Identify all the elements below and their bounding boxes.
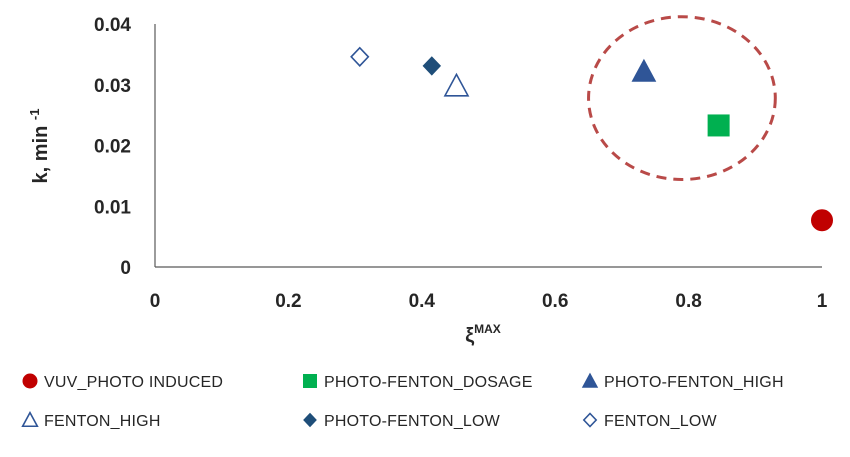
x-tick-label: 0 [150,291,161,312]
legend-label: PHOTO-FENTON_LOW [324,413,501,430]
legend-marker-fenton-low [582,412,598,428]
x-tick-label: 0.2 [275,291,301,312]
data-point-fenton-low [350,46,370,67]
legend-label: PHOTO-FENTON_DOSAGE [324,374,533,391]
legend-label: FENTON_LOW [604,413,718,430]
x-tick-label: 0.6 [542,291,568,312]
legend-item-photo-fenton-high: PHOTO-FENTON_HIGH [581,372,784,391]
highlight-ellipse [587,15,777,182]
legend-item-fenton-high: FENTON_HIGH [21,410,161,430]
y-axis-title-text: k, min -1 [27,109,52,184]
data-point-photo-fenton-high [631,58,657,82]
legend-item-vuv-photo-induced: VUV_PHOTO INDUCED [22,373,223,391]
y-tick-label: 0.03 [94,76,131,97]
x-tick-label: 1 [817,291,828,312]
legend-item-fenton-low: FENTON_LOW [582,412,718,430]
y-tick-label: 0.01 [94,197,131,218]
y-axis-title: k, min -1 [27,109,52,184]
legend-item-photo-fenton-low: PHOTO-FENTON_LOW [303,412,501,430]
data-point-fenton-high [443,72,470,97]
plot-area: 0 0.01 0.02 0.03 0.04 0 0.2 0.4 0.6 0.8 1 [94,15,833,312]
legend-marker-photo-fenton-high [581,372,599,388]
legend-marker-fenton-high [21,410,39,428]
data-point-photo-fenton-low [422,56,442,76]
x-tick-label: 0.4 [409,291,436,312]
y-tick-label: 0.02 [94,137,131,158]
y-tick-label: 0 [120,258,131,279]
x-axis-title-text: ξMAX [465,322,501,347]
legend-marker-photo-fenton-dosage [303,374,317,388]
data-point-photo-fenton-dosage [707,114,730,137]
legend-label: PHOTO-FENTON_HIGH [604,374,784,391]
legend-marker-vuv-photo-induced [22,373,38,389]
legend-label: VUV_PHOTO INDUCED [44,374,223,391]
y-tick-label: 0.04 [94,15,131,36]
x-tick-label: 0.8 [675,291,701,312]
data-point-vuv-photo-induced [811,209,833,232]
legend: VUV_PHOTO INDUCED PHOTO-FENTON_DOSAGE PHOT… [21,372,784,430]
legend-item-photo-fenton-dosage: PHOTO-FENTON_DOSAGE [303,374,533,391]
legend-label: FENTON_HIGH [44,413,161,430]
legend-marker-photo-fenton-low [303,412,317,428]
x-axis-title: ξMAX [465,322,501,347]
